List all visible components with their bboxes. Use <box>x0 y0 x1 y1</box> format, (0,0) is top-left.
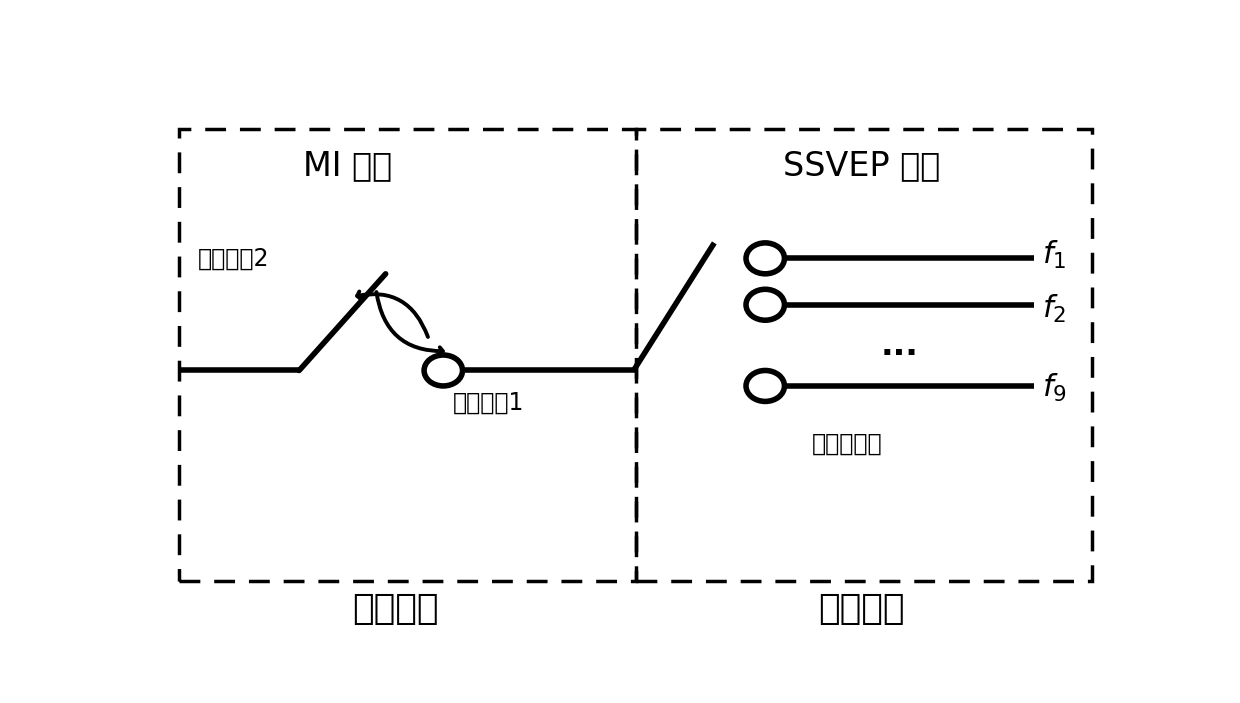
Text: 多选模块: 多选模块 <box>818 592 905 626</box>
Circle shape <box>746 290 785 321</box>
Text: SSVEP 范式: SSVEP 范式 <box>782 149 940 182</box>
Text: 多选一输出: 多选一输出 <box>812 432 882 456</box>
Text: 开关模块: 开关模块 <box>352 592 439 626</box>
Text: $f_1$: $f_1$ <box>1042 238 1066 271</box>
Circle shape <box>746 370 785 401</box>
Circle shape <box>424 355 463 386</box>
Bar <box>635 129 1092 581</box>
Text: 运动想豢1: 运动想豢1 <box>453 391 525 415</box>
Text: $f_2$: $f_2$ <box>1042 292 1066 325</box>
Text: $f_9$: $f_9$ <box>1042 371 1066 404</box>
Circle shape <box>746 243 785 274</box>
Text: ...: ... <box>880 329 919 362</box>
Text: MI 范式: MI 范式 <box>303 149 392 182</box>
Bar <box>179 129 635 581</box>
Text: 运动想豢2: 运动想豢2 <box>198 246 270 271</box>
